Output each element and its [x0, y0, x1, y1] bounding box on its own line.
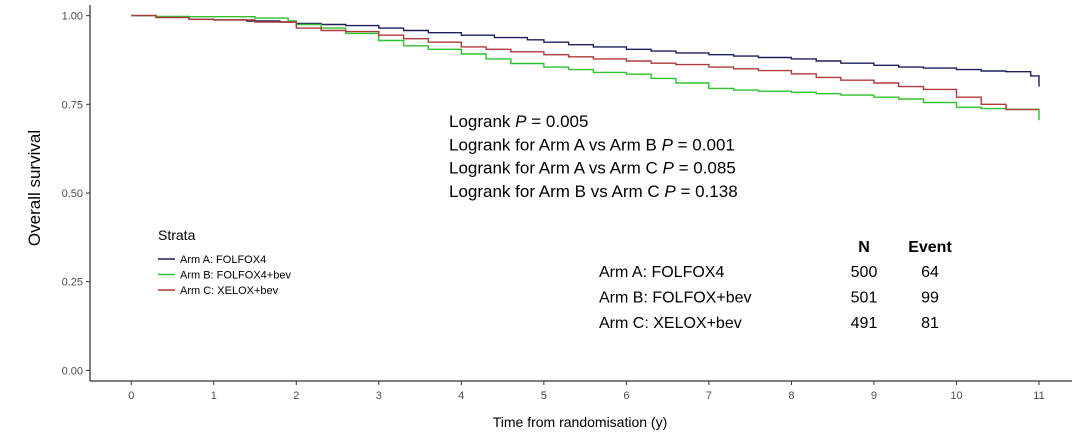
table-cell-n: 501: [851, 290, 878, 307]
table-header-event: Event: [908, 239, 952, 256]
x-axis-title: Time from randomisation (y): [493, 414, 668, 430]
logrank-annotation: Logrank P = 0.005: [449, 112, 588, 131]
x-tick-label: 6: [623, 390, 629, 402]
y-tick-label: 0.00: [62, 365, 83, 377]
legend-label: Arm A: FOLFOX4: [180, 254, 266, 266]
table-cell-n: 491: [851, 315, 878, 332]
logrank-annotation: Logrank for Arm A vs Arm B P = 0.001: [449, 135, 735, 154]
y-tick-label: 0.25: [62, 277, 83, 289]
series-line-1: [131, 14, 1040, 87]
table-header-n: N: [858, 239, 870, 256]
logrank-annotation: Logrank for Arm B vs Arm C P = 0.138: [449, 182, 738, 201]
table-cell-event: 81: [921, 315, 939, 332]
logrank-annotations: Logrank P = 0.005 Logrank for Arm A vs Ar…: [449, 112, 738, 201]
x-tick-label: 8: [788, 390, 794, 402]
x-tick-label: 1: [211, 390, 217, 402]
table-row-label: Arm A: FOLFOX4: [599, 264, 724, 281]
x-tick-label: 10: [950, 390, 962, 402]
x-tick-label: 9: [871, 390, 877, 402]
x-axis: 0 1 2 3 4 5 6 7 8 9 10 11: [90, 380, 1072, 402]
legend-label: Arm B: FOLFOX4+bev: [180, 270, 291, 282]
x-tick-label: 0: [128, 390, 134, 402]
x-tick-label: 3: [376, 390, 382, 402]
x-tick-label: 7: [706, 390, 712, 402]
legend-title: Strata: [158, 227, 196, 243]
y-tick-label: 0.75: [62, 99, 83, 111]
y-tick-label: 1.00: [62, 11, 83, 23]
table-cell-event: 99: [921, 290, 939, 307]
y-tick-label: 0.50: [62, 188, 83, 200]
table-cell-event: 64: [921, 264, 939, 281]
legend: Strata Arm A: FOLFOX4 Arm B: FOLFOX4+bev A…: [158, 227, 291, 297]
legend-label: Arm C: XELOX+bev: [180, 285, 279, 297]
table-row-label: Arm C: XELOX+bev: [599, 315, 742, 332]
x-tick-label: 11: [1033, 390, 1044, 402]
table-cell-n: 500: [851, 264, 878, 281]
survival-curves: [131, 14, 1040, 121]
logrank-annotation: Logrank for Arm A vs Arm C P = 0.085: [449, 159, 736, 178]
series-line-3: [131, 14, 1039, 111]
series-line-2: [131, 14, 1040, 121]
counts-table: N Event Arm A: FOLFOX4 500 64 Arm B: FOLFOX+b…: [599, 239, 952, 332]
y-axis-title: Overall survival: [25, 130, 44, 246]
x-tick-label: 5: [541, 390, 547, 402]
x-tick-label: 4: [458, 390, 464, 402]
table-row-label: Arm B: FOLFOX+bev: [599, 290, 751, 307]
x-tick-label: 2: [293, 390, 299, 402]
y-axis: 0.00 0.25 0.50 0.75 1.00: [62, 5, 91, 381]
